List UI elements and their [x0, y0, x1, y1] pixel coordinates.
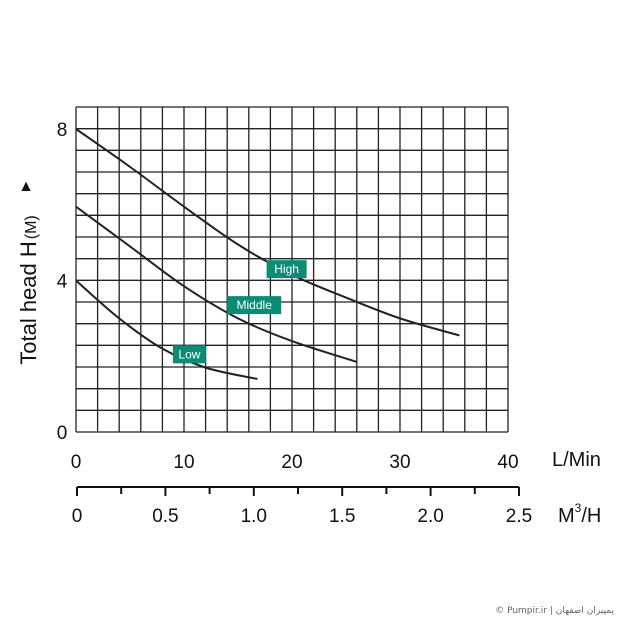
chart-curves: [75, 128, 460, 380]
secondary-x-tick-label: 2.5: [506, 506, 532, 527]
x-tick-labels: 0 10 20 30 40: [71, 452, 519, 473]
secondary-x-tick-label: 1.5: [329, 506, 355, 527]
y-tick-label: 0: [57, 423, 68, 444]
curve-label-box: [172, 345, 206, 364]
secondary-x-axis: 0 0.5 1.0 1.5 2.0 2.5: [72, 486, 532, 527]
curve-middle: [75, 205, 358, 363]
secondary-x-axis-label: M3/H: [558, 501, 601, 527]
chart-grid: [75, 106, 509, 433]
curve-label-low: Low: [172, 345, 206, 364]
curve-label-box: [227, 296, 282, 315]
secondary-x-tick-label: 1.0: [241, 506, 267, 527]
x-tick-label: 30: [389, 452, 410, 473]
curve-label-box: [266, 260, 307, 279]
y-axis-label: Total head H(M): [16, 215, 41, 365]
secondary-x-tick-label: 0.5: [152, 506, 178, 527]
x-tick-label: 40: [497, 452, 518, 473]
curve-high: [75, 128, 460, 337]
y-axis-arrow-icon: ▲: [18, 178, 34, 195]
curve-label-middle: Middle: [227, 296, 282, 315]
curve-label-text: Low: [178, 347, 200, 361]
curve-label-text: Middle: [237, 298, 273, 312]
y-tick-labels: 0 4 8: [57, 120, 68, 444]
curve-low: [75, 279, 258, 380]
secondary-x-tick-label: 0: [72, 506, 83, 527]
x-tick-label: 10: [173, 452, 194, 473]
curve-labels: High Middle Low: [172, 260, 307, 364]
x-axis-label: L/Min: [552, 449, 601, 471]
x-tick-label: 20: [281, 452, 302, 473]
y-tick-label: 8: [57, 120, 68, 141]
watermark: © Pumpir.ir | پمپیران اصفهان: [495, 606, 614, 616]
secondary-x-tick-label: 2.0: [417, 506, 443, 527]
y-tick-label: 4: [57, 272, 68, 293]
curve-label-text: High: [274, 262, 299, 276]
curve-label-high: High: [266, 260, 307, 279]
x-tick-label: 0: [71, 452, 82, 473]
